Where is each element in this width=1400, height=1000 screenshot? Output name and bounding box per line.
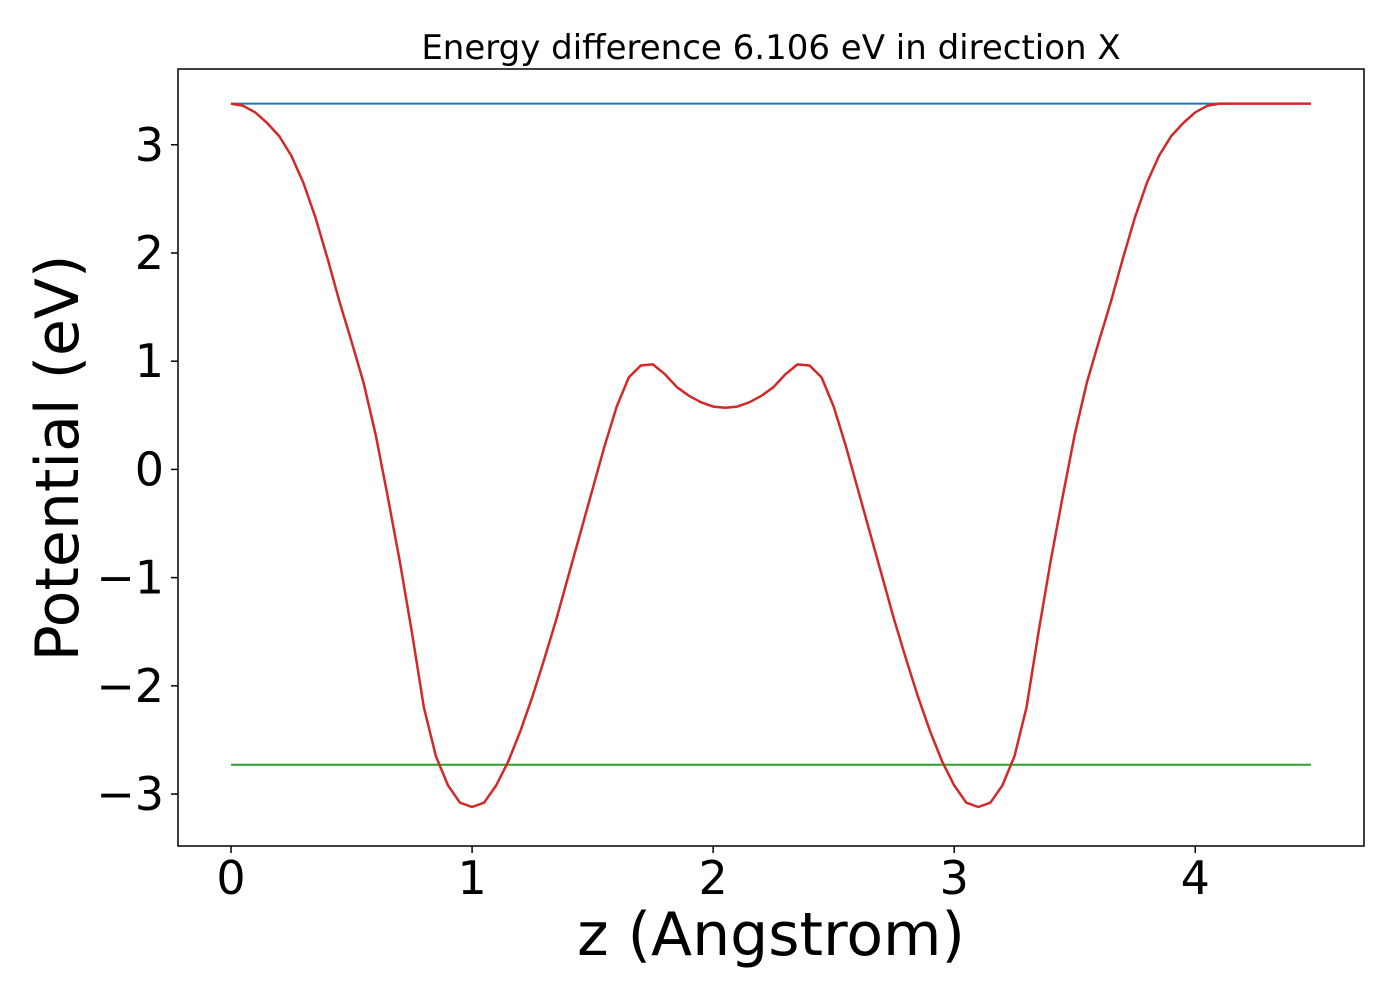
y-tick-label: −1 bbox=[96, 551, 164, 605]
plot-lines bbox=[230, 102, 1311, 809]
x-axis-ticks: 0 1 2 3 4 bbox=[216, 846, 1210, 905]
chart-title: Energy difference 6.106 eV in direction … bbox=[421, 28, 1120, 68]
y-tick-label: −3 bbox=[96, 767, 164, 821]
plot-frame bbox=[177, 68, 1365, 847]
y-tick-label: 2 bbox=[135, 226, 164, 280]
y-axis-label: Potential (eV) bbox=[23, 255, 93, 662]
y-tick-label: −2 bbox=[96, 659, 164, 713]
x-tick-label: 4 bbox=[1181, 851, 1210, 905]
series-line-3 bbox=[230, 102, 1311, 809]
x-axis-label: z (Angstrom) bbox=[577, 900, 965, 970]
y-tick-label: 1 bbox=[135, 334, 164, 388]
y-tick-label: 0 bbox=[135, 442, 164, 496]
x-tick-label: 3 bbox=[940, 851, 969, 905]
y-axis-ticks: 3 2 1 0 −1 −2 −3 bbox=[96, 118, 178, 821]
y-tick-label: 3 bbox=[135, 118, 164, 172]
x-tick-label: 2 bbox=[699, 851, 728, 905]
x-tick-label: 0 bbox=[216, 851, 245, 905]
x-tick-label: 1 bbox=[457, 851, 486, 905]
